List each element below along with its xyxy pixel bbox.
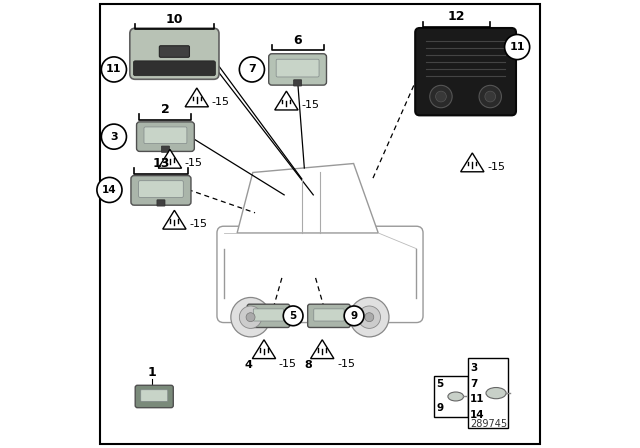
- Ellipse shape: [448, 392, 463, 401]
- Circle shape: [485, 91, 495, 102]
- Circle shape: [358, 306, 380, 328]
- Text: 11: 11: [106, 65, 122, 74]
- FancyBboxPatch shape: [144, 127, 187, 144]
- Text: -15: -15: [185, 158, 203, 168]
- Polygon shape: [461, 153, 484, 172]
- Text: 9: 9: [351, 311, 358, 321]
- FancyBboxPatch shape: [314, 309, 344, 321]
- Polygon shape: [310, 340, 334, 358]
- Text: -15: -15: [212, 97, 230, 107]
- Text: 11: 11: [509, 42, 525, 52]
- Circle shape: [344, 306, 364, 326]
- Text: 2: 2: [161, 103, 170, 116]
- FancyBboxPatch shape: [157, 200, 165, 206]
- FancyBboxPatch shape: [133, 61, 216, 76]
- Text: 14: 14: [470, 410, 484, 420]
- Text: 12: 12: [448, 10, 465, 23]
- Circle shape: [239, 57, 264, 82]
- FancyBboxPatch shape: [159, 46, 189, 57]
- Text: -15: -15: [337, 359, 355, 369]
- Circle shape: [231, 297, 270, 337]
- Text: -15: -15: [279, 359, 297, 369]
- FancyBboxPatch shape: [294, 80, 301, 86]
- Text: 10: 10: [166, 13, 183, 26]
- Ellipse shape: [486, 388, 506, 399]
- FancyBboxPatch shape: [130, 28, 219, 79]
- FancyBboxPatch shape: [139, 181, 183, 198]
- FancyBboxPatch shape: [136, 122, 195, 151]
- Text: 1: 1: [148, 366, 156, 379]
- Text: -15: -15: [189, 219, 207, 229]
- Text: -15: -15: [487, 162, 505, 172]
- Circle shape: [97, 177, 122, 202]
- FancyBboxPatch shape: [253, 309, 284, 321]
- Text: -15: -15: [301, 100, 319, 110]
- Bar: [435, 376, 468, 417]
- Polygon shape: [275, 91, 298, 110]
- Text: 11: 11: [470, 394, 484, 404]
- FancyBboxPatch shape: [276, 59, 319, 77]
- Text: 7: 7: [470, 379, 477, 388]
- FancyBboxPatch shape: [135, 385, 173, 408]
- Circle shape: [239, 306, 262, 328]
- Text: 3: 3: [470, 363, 477, 373]
- FancyBboxPatch shape: [141, 390, 168, 401]
- Circle shape: [436, 91, 446, 102]
- FancyBboxPatch shape: [131, 176, 191, 205]
- Text: 5: 5: [436, 379, 444, 388]
- Circle shape: [284, 306, 303, 326]
- Text: 7: 7: [248, 65, 256, 74]
- Polygon shape: [185, 88, 209, 107]
- Text: 6: 6: [293, 34, 302, 47]
- Circle shape: [479, 85, 502, 108]
- Circle shape: [365, 313, 374, 322]
- Text: 13: 13: [152, 157, 170, 170]
- Text: 8: 8: [304, 360, 312, 370]
- Circle shape: [101, 57, 127, 82]
- Text: 289745: 289745: [470, 419, 508, 429]
- Polygon shape: [237, 164, 378, 233]
- Circle shape: [504, 34, 530, 60]
- FancyBboxPatch shape: [217, 226, 423, 323]
- Text: 14: 14: [102, 185, 116, 195]
- Polygon shape: [163, 210, 186, 229]
- Bar: [468, 358, 508, 428]
- Text: 3: 3: [110, 132, 118, 142]
- Circle shape: [430, 85, 452, 108]
- FancyBboxPatch shape: [161, 146, 170, 152]
- Circle shape: [349, 297, 389, 337]
- Text: 9: 9: [436, 403, 444, 413]
- FancyBboxPatch shape: [415, 28, 516, 116]
- Polygon shape: [158, 149, 182, 168]
- Circle shape: [101, 124, 127, 149]
- Text: 5: 5: [289, 311, 297, 321]
- Circle shape: [246, 313, 255, 322]
- FancyBboxPatch shape: [308, 304, 350, 327]
- Text: 4: 4: [244, 360, 252, 370]
- FancyBboxPatch shape: [269, 54, 326, 85]
- FancyBboxPatch shape: [247, 304, 290, 327]
- Polygon shape: [252, 340, 276, 358]
